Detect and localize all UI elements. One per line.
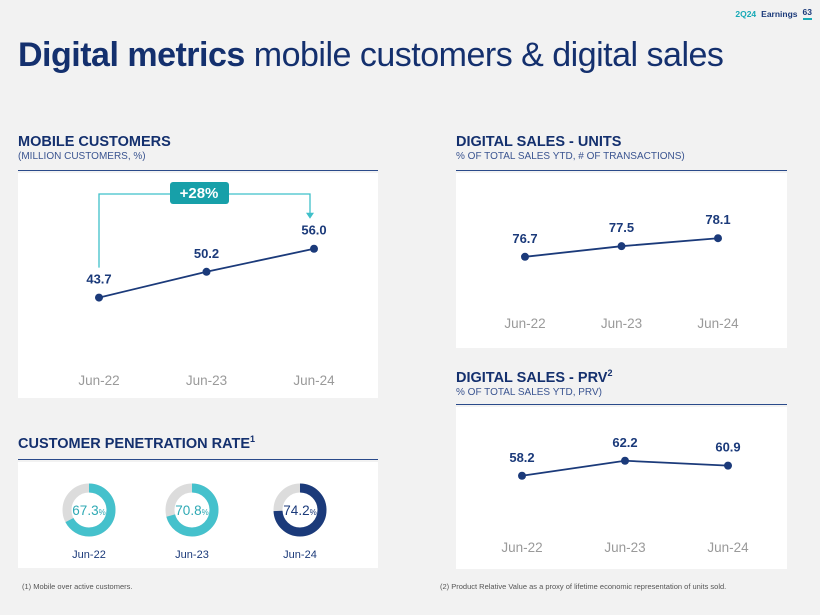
mobile-customers-chart: 43.7 Jun-22 50.2 Jun-23 56.0 Jun-24 +28% [78,182,335,388]
growth-badge [170,182,229,204]
donut-value-number-1: 70.8 [175,503,201,518]
growth-badge-label: +28% [180,185,219,202]
units-title: DIGITAL SALES - UNITS [456,134,622,150]
digital-sales-prv-point-1 [621,456,629,465]
donut-value-number-2: 74.2 [283,503,309,518]
digital-sales-prv-point-2 [724,461,732,470]
page-header: 2Q24 Earnings 63 [735,7,812,20]
prv-title: DIGITAL SALES - PRV [456,369,608,386]
donut-value-0: 67.3% [72,503,105,518]
mobile-chart-panel: 43.7 Jun-22 50.2 Jun-23 56.0 Jun-24 +28% [18,173,378,398]
digital-sales-units-point-2 [714,234,722,243]
prv-section-heading: DIGITAL SALES - PRV2 % OF TOTAL SALES YT… [456,368,612,398]
digital-sales-units-point-1 [617,242,626,251]
digital-sales-prv-tick-label-1: Jun-23 [604,540,645,555]
prv-chart-panel: 58.2 Jun-22 62.2 Jun-23 60.9 Jun-24 [456,407,787,569]
page-number: 63 [802,7,812,20]
footnote-right: (2) Product Relative Value as a proxy of… [440,582,727,591]
digital-sales-units-data-label-1: 77.5 [609,220,634,235]
donut-value-2: 74.2% [283,503,316,518]
digital-sales-units-tick-label-0: Jun-22 [504,316,545,331]
penetration-title: CUSTOMER PENETRATION RATE [18,435,251,452]
prv-subtitle: % OF TOTAL SALES YTD, PRV) [456,386,602,398]
mobile-customers-data-label-0: 43.7 [86,272,111,287]
donut-value-number-0: 67.3 [72,503,98,518]
digital-sales-units-data-label-2: 78.1 [705,212,730,227]
header-quarter: 2Q24 [735,8,757,19]
page-title: Digital metrics mobile customers & digit… [18,36,724,75]
digital-sales-prv-data-label-0: 58.2 [509,450,534,465]
footnote-left: (1) Mobile over active customers. [22,582,133,591]
prv-title-wrap: DIGITAL SALES - PRV2 [456,368,612,386]
donut-label-1: Jun-23 [175,549,209,561]
digital-sales-units-tick-label-2: Jun-24 [697,316,739,331]
penetration-title-wrap: CUSTOMER PENETRATION RATE1 [18,434,255,452]
units-section-heading: DIGITAL SALES - UNITS % OF TOTAL SALES Y… [456,134,685,162]
donut-value-pct-0: % [99,508,106,517]
donut-label-0: Jun-22 [72,549,106,561]
units-subtitle: % OF TOTAL SALES YTD, # OF TRANSACTIONS) [456,151,685,162]
donut-label-2: Jun-24 [283,549,317,561]
mobile-customers-data-label-2: 56.0 [301,223,326,238]
digital-sales-prv-data-label-2: 60.9 [715,440,740,455]
penetration-section-heading: CUSTOMER PENETRATION RATE1 [18,434,255,452]
donut-arc-1 [165,483,219,537]
penetration-donut-chart: 67.3% Jun-22 70.8% Jun-23 74.2% Jun-24 [62,483,327,561]
mobile-divider [18,170,378,171]
mobile-customers-data-label-1: 50.2 [194,246,219,261]
digital-sales-units-point-0 [521,252,529,261]
penetration-footnote-mark: 1 [250,434,256,444]
donut-value-pct-2: % [310,508,317,517]
mobile-customers-tick-label-2: Jun-24 [293,373,335,388]
donut-value-1: 70.8% [175,503,208,518]
mobile-customers-tick-label-1: Jun-23 [186,373,227,388]
digital-sales-prv-data-label-1: 62.2 [612,435,637,450]
digital-sales-prv-tick-label-0: Jun-22 [501,540,542,555]
prv-divider [456,404,787,405]
header-label: Earnings [761,8,798,19]
donut-arc-2 [273,483,327,537]
digital-sales-prv-tick-label-2: Jun-24 [707,540,749,555]
digital-sales-units-data-label-0: 76.7 [512,231,537,246]
mobile-customers-point-1 [202,267,211,276]
page-title-bold: Digital metrics [18,36,245,74]
mobile-customers-tick-label-0: Jun-22 [78,373,119,388]
mobile-customers-point-2 [310,244,318,253]
penetration-panel: 67.3% Jun-22 70.8% Jun-23 74.2% Jun-24 [18,462,378,568]
donut-arc-0 [62,483,116,537]
digital-sales-prv-chart: 58.2 Jun-22 62.2 Jun-23 60.9 Jun-24 [501,435,749,555]
units-divider [456,170,787,171]
digital-sales-prv-point-0 [518,471,526,480]
mobile-title: MOBILE CUSTOMERS [18,134,171,150]
page-title-rest: mobile customers & digital sales [253,36,724,74]
units-chart-panel: 76.7 Jun-22 77.5 Jun-23 78.1 Jun-24 [456,173,787,348]
mobile-subtitle: (MILLION CUSTOMERS, %) [18,151,146,162]
digital-sales-units-chart: 76.7 Jun-22 77.5 Jun-23 78.1 Jun-24 [504,212,739,331]
digital-sales-units-tick-label-1: Jun-23 [601,316,642,331]
penetration-divider [18,459,378,460]
growth-arrow-icon [306,212,314,219]
mobile-section-heading: MOBILE CUSTOMERS (MILLION CUSTOMERS, %) [18,134,171,162]
donut-value-pct-1: % [202,508,209,517]
prv-footnote-mark: 2 [607,368,613,378]
mobile-customers-point-0 [95,293,103,302]
